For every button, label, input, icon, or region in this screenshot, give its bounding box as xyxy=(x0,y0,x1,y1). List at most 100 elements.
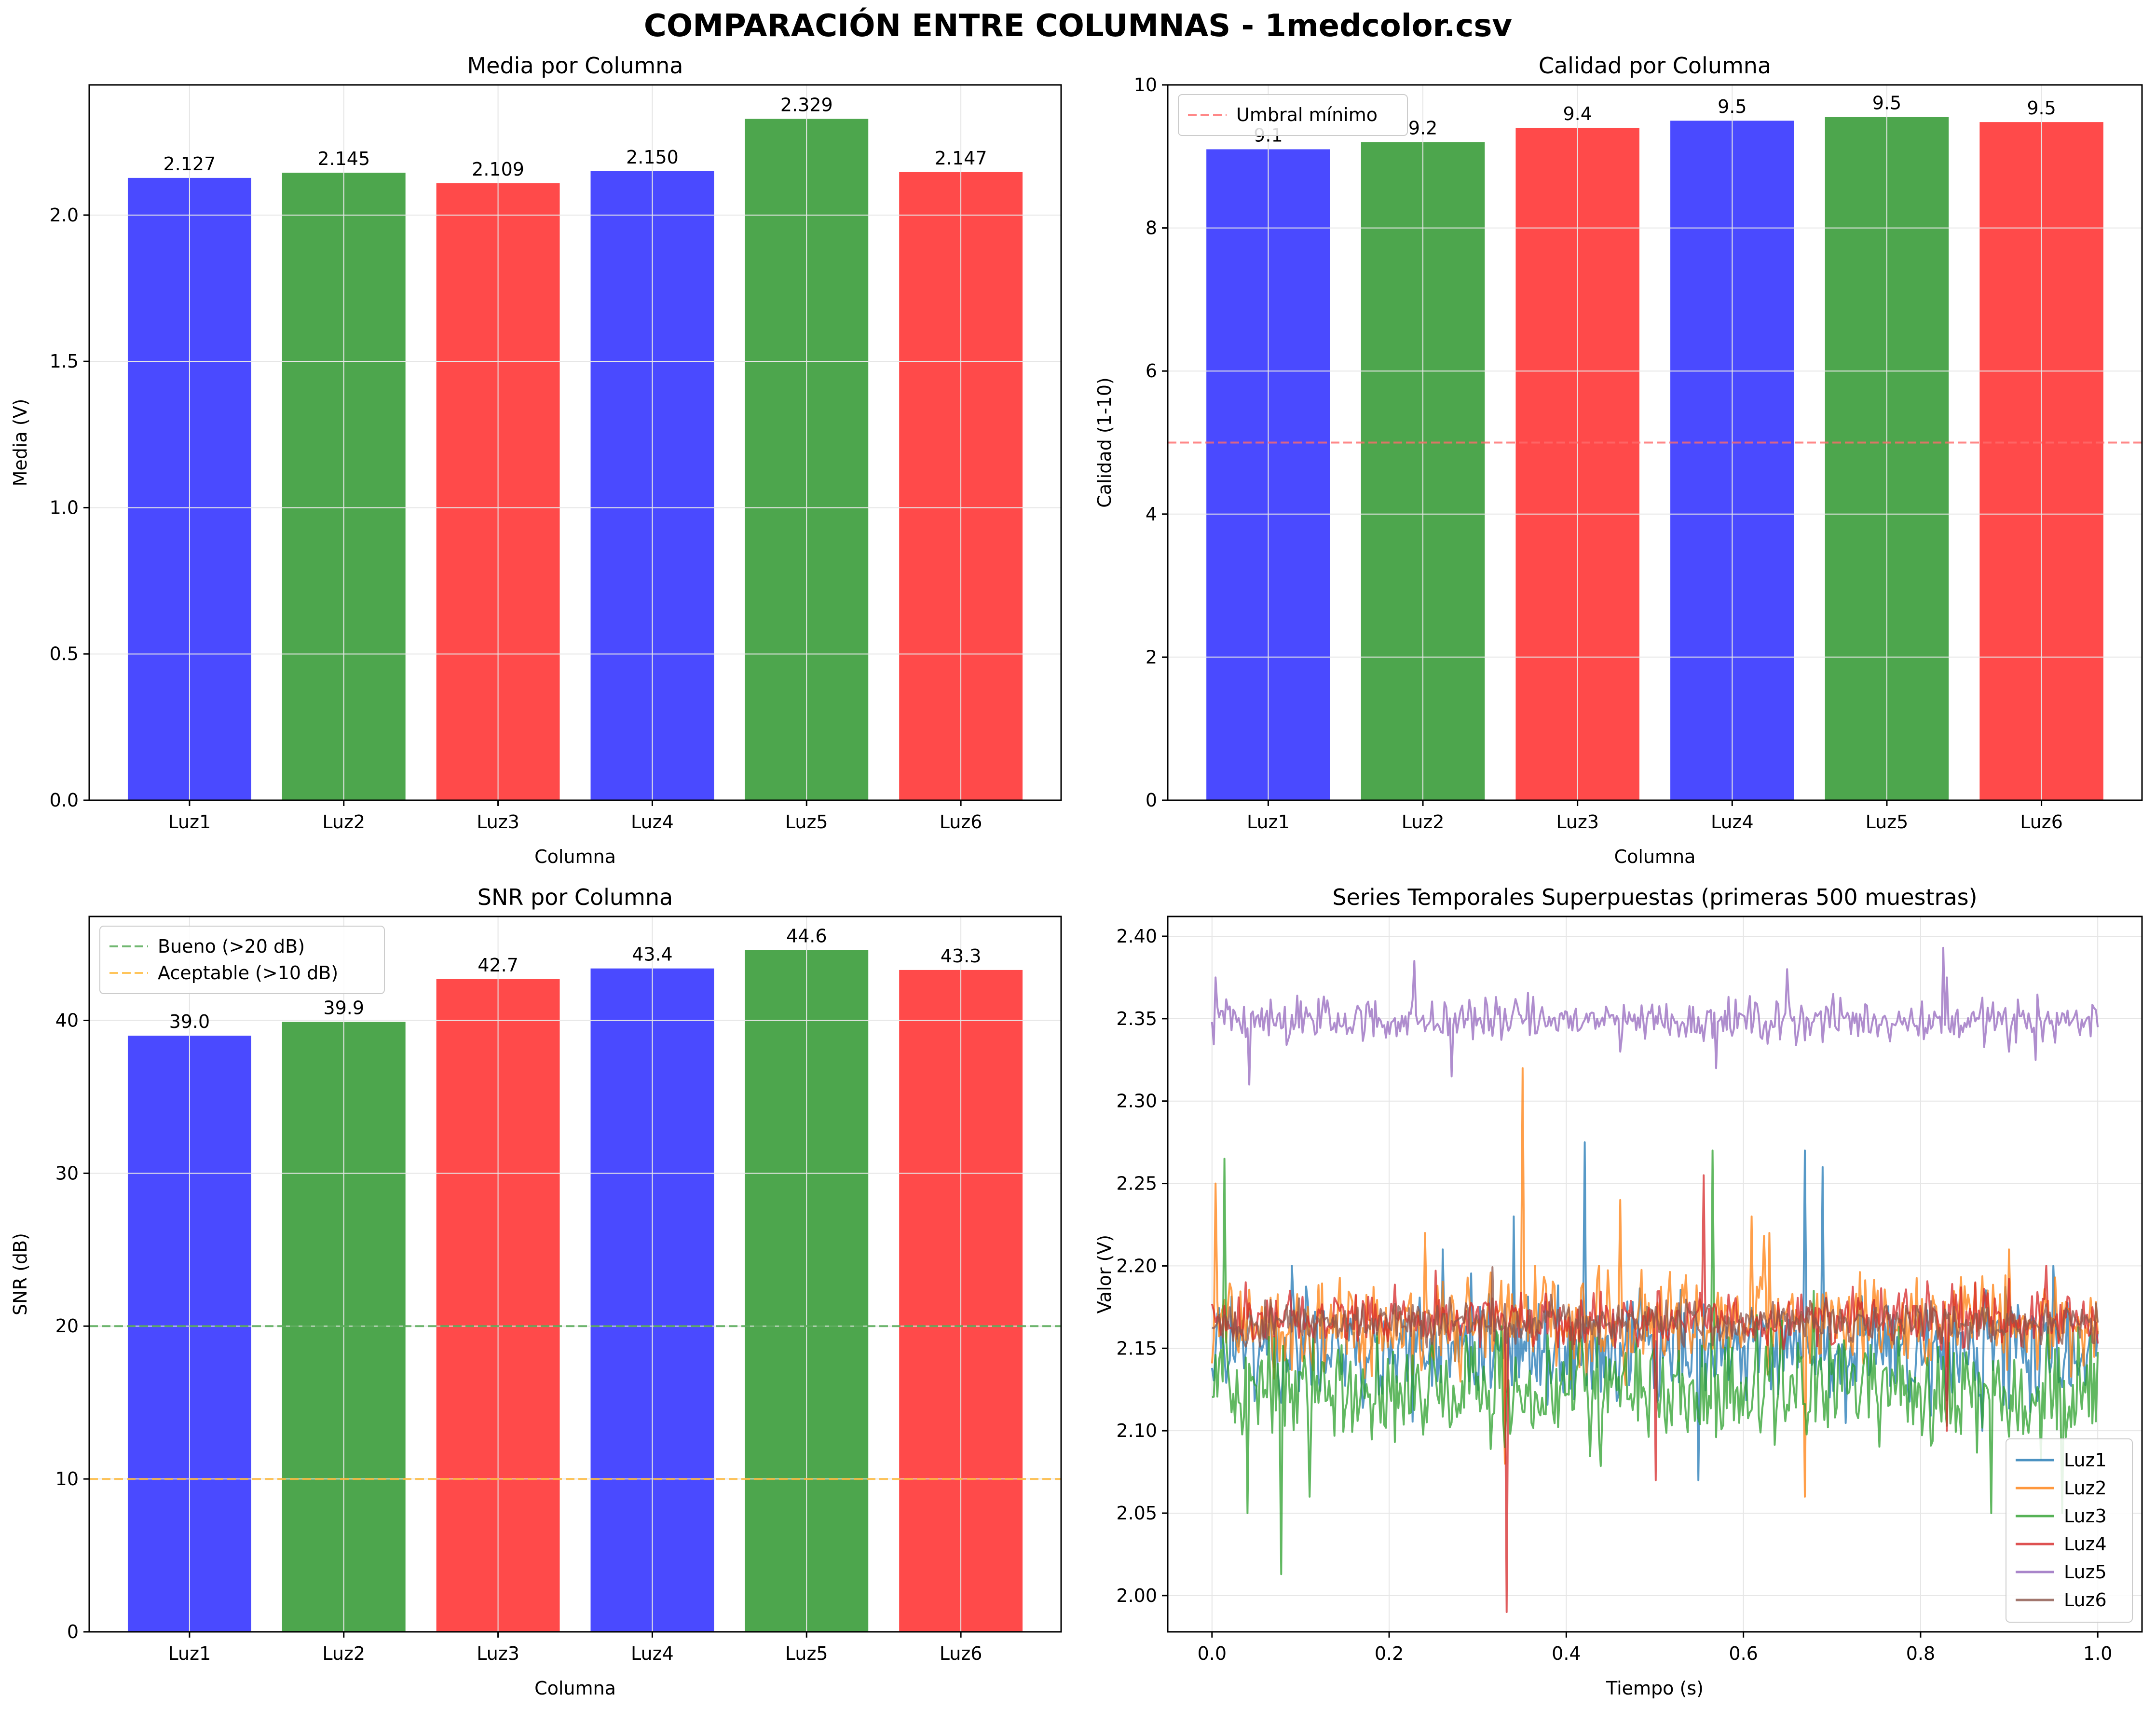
x-tick-label: Luz4 xyxy=(631,811,674,833)
legend-label: Aceptable (>10 dB) xyxy=(158,962,338,984)
bar-value-label: 2.147 xyxy=(935,148,987,169)
bar-value-label: 9.5 xyxy=(2027,97,2056,119)
bar-value-label: 42.7 xyxy=(478,955,519,976)
y-tick-label: 2.40 xyxy=(1116,926,1157,947)
y-tick-label: 0.0 xyxy=(50,790,79,811)
figure-title: COMPARACIÓN ENTRE COLUMNAS - 1medcolor.c… xyxy=(644,7,1512,44)
bar-value-label: 9.4 xyxy=(1563,103,1592,124)
legend-label: Luz1 xyxy=(2064,1449,2107,1471)
calidad-chart: 9.19.29.49.59.59.5Luz1Luz2Luz3Luz4Luz5Lu… xyxy=(1094,53,2143,867)
y-tick-label: 2.10 xyxy=(1116,1420,1157,1441)
bar-value-label: 2.329 xyxy=(780,94,833,115)
y-axis-label: Valor (V) xyxy=(1094,1235,1115,1314)
legend: Luz1 Luz2 Luz3 Luz4 Luz5 Luz6 xyxy=(2006,1438,2133,1623)
bar-value-label: 9.2 xyxy=(1408,118,1437,139)
bar-value-label: 9.5 xyxy=(1872,93,1901,114)
x-tick-label: Luz1 xyxy=(168,1643,211,1664)
series-line-luz4 xyxy=(1211,1174,2099,1613)
time-series-chart: 0.0 0.2 0.4 0.6 0.8 1.0 2.00 2.05 2.10 2.15 2.20 2.… xyxy=(1094,884,2143,1699)
plot-frame xyxy=(88,916,1062,1633)
series-line-luz5 xyxy=(1211,946,2099,1086)
x-tick-label: Luz6 xyxy=(940,811,982,833)
y-tick-label: 2.05 xyxy=(1116,1503,1157,1524)
bar-value-label: 2.127 xyxy=(163,153,216,175)
plot-frame xyxy=(1167,84,2143,801)
y-tick-label: 0 xyxy=(67,1621,79,1642)
bar-value-label: 2.109 xyxy=(472,159,524,180)
series-line-luz6 xyxy=(1212,1266,2099,1350)
y-tick-label: 10 xyxy=(55,1468,79,1490)
bar-value-label: 44.6 xyxy=(786,926,827,947)
y-tick-label: 8 xyxy=(1146,218,1157,239)
x-tick-label: Luz5 xyxy=(785,1643,828,1664)
y-tick-label: 10 xyxy=(1134,74,1157,96)
x-tick-label: Luz4 xyxy=(631,1643,674,1664)
x-tick-label: Luz4 xyxy=(1711,811,1754,833)
y-tick-label: 1.5 xyxy=(50,351,79,372)
x-tick-label: 0.0 xyxy=(1198,1643,1227,1664)
legend-label: Bueno (>20 dB) xyxy=(158,936,305,957)
y-tick-label: 0 xyxy=(1146,790,1157,811)
snr-chart: 39.0 39.9 42.7 43.4 44.6 43.3 Luz1 Luz2 Luz3 Luz4… xyxy=(10,884,1062,1699)
x-tick-label: Luz5 xyxy=(1866,811,1909,833)
y-tick-label: 2.35 xyxy=(1116,1008,1157,1029)
legend-label: Luz3 xyxy=(2064,1505,2107,1527)
y-tick-label: 30 xyxy=(55,1162,79,1184)
legend-box xyxy=(2006,1438,2133,1623)
y-tick-label: 2 xyxy=(1146,646,1157,668)
y-tick-label: 40 xyxy=(55,1010,79,1031)
x-tick-label: 0.8 xyxy=(1906,1643,1935,1664)
legend-label: Luz6 xyxy=(2064,1589,2107,1611)
x-tick-label: Luz6 xyxy=(940,1643,982,1664)
bar-value-label: 39.0 xyxy=(169,1011,210,1032)
x-tick-label: Luz3 xyxy=(477,1643,519,1664)
legend: Umbral mínimo xyxy=(1178,94,1408,136)
x-tick-label: Luz3 xyxy=(477,811,519,833)
y-axis-label: SNR (dB) xyxy=(10,1233,31,1315)
y-axis-label: Media (V) xyxy=(10,399,31,487)
x-tick-label: Luz2 xyxy=(322,1643,365,1664)
x-tick-label: Luz1 xyxy=(1247,811,1290,833)
y-tick-label: 2.00 xyxy=(1116,1585,1157,1606)
bar-value-label: 2.150 xyxy=(626,147,679,168)
chart-title: SNR por Columna xyxy=(478,884,673,910)
x-tick-label: 0.2 xyxy=(1375,1643,1404,1664)
x-tick-label: 1.0 xyxy=(2083,1643,2112,1664)
legend-label: Umbral mínimo xyxy=(1236,104,1378,125)
x-axis-label: Columna xyxy=(1614,846,1696,867)
y-tick-label: 2.15 xyxy=(1116,1338,1157,1359)
y-tick-label: 4 xyxy=(1146,504,1157,525)
x-tick-label: Luz3 xyxy=(1556,811,1599,833)
bar-value-label: 43.3 xyxy=(941,945,982,967)
bar-value-label: 39.9 xyxy=(323,998,364,1019)
x-axis-label: Columna xyxy=(534,846,616,867)
y-tick-label: 2.20 xyxy=(1116,1255,1157,1276)
plot-frame xyxy=(88,84,1062,801)
y-tick-label: 20 xyxy=(55,1315,79,1337)
media-chart: 2.127 2.145 2.109 2.150 2.329 2.147 Luz1 Luz2 Lu… xyxy=(10,53,1062,867)
y-axis-label: Calidad (1-10) xyxy=(1094,377,1115,507)
y-tick-label: 2.25 xyxy=(1116,1173,1157,1194)
legend-label: Luz5 xyxy=(2064,1561,2107,1583)
x-tick-label: Luz2 xyxy=(322,811,365,833)
x-tick-label: Luz6 xyxy=(2020,811,2063,833)
chart-title: Media por Columna xyxy=(467,53,683,79)
x-tick-label: Luz5 xyxy=(785,811,828,833)
chart-title: Series Temporales Superpuestas (primeras… xyxy=(1332,884,1977,910)
chart-title: Calidad por Columna xyxy=(1539,53,1771,79)
bar-value-label: 43.4 xyxy=(632,944,673,965)
x-tick-label: Luz1 xyxy=(168,811,211,833)
bar-value-label: 2.145 xyxy=(317,148,370,169)
y-tick-label: 1.0 xyxy=(50,497,79,518)
legend-label: Luz4 xyxy=(2064,1533,2107,1555)
y-tick-label: 2.30 xyxy=(1116,1091,1157,1112)
x-axis-label: Tiempo (s) xyxy=(1606,1678,1704,1699)
plot-frame xyxy=(1167,916,2143,1633)
legend-label: Luz2 xyxy=(2064,1477,2107,1499)
x-tick-label: 0.6 xyxy=(1729,1643,1758,1664)
legend: Bueno (>20 dB) Aceptable (>10 dB) xyxy=(99,926,385,994)
y-tick-label: 0.5 xyxy=(50,643,79,665)
x-tick-label: 0.4 xyxy=(1552,1643,1581,1664)
legend-box xyxy=(99,926,385,994)
